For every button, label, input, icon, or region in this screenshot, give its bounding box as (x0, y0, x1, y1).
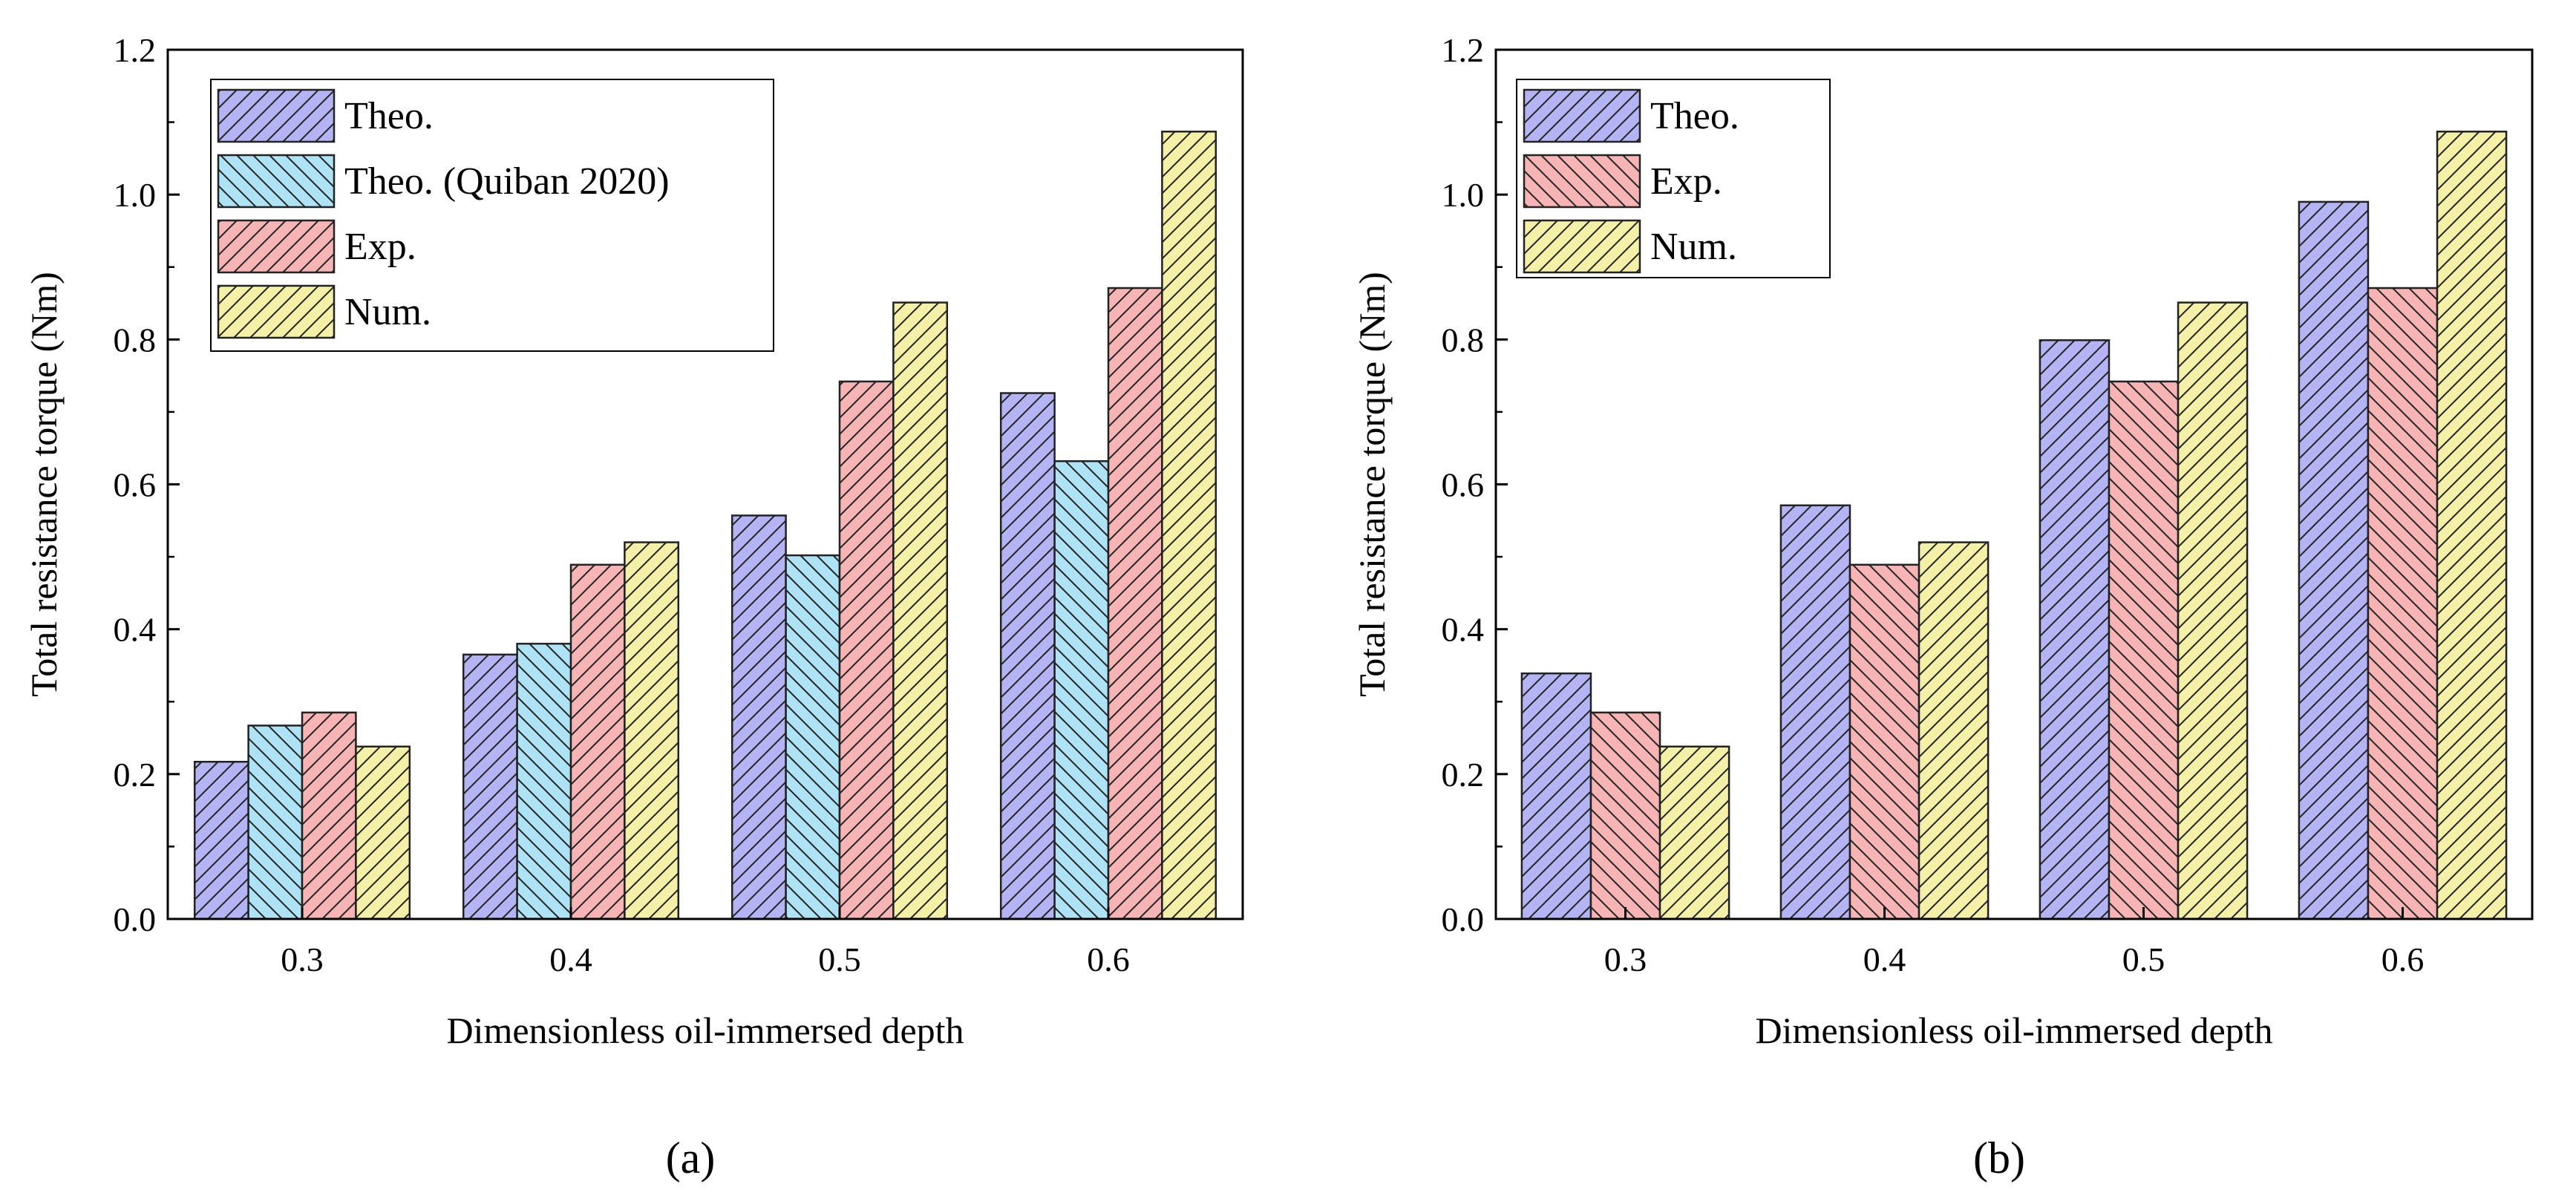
bar-exp-0.3 (1589, 711, 1661, 920)
bar-theo-0.6 (999, 392, 1056, 920)
legend-label: Theo. (344, 95, 434, 137)
legend-swatch (217, 219, 336, 274)
bar-theo-quiban-2020-0.3 (247, 724, 304, 920)
bar-num-0.6 (2436, 131, 2508, 920)
y-tick-label: 1.0 (114, 176, 157, 214)
y-tick-label: 0.8 (1442, 321, 1485, 359)
bar-exp-0.3 (301, 711, 357, 920)
legend-label: Theo. (Quiban 2020) (344, 160, 670, 203)
x-axis-title: Dimensionless oil-immersed depth (446, 1010, 964, 1051)
y-tick-label: 0.6 (1442, 466, 1485, 504)
x-tick-label: 0.5 (2122, 940, 2165, 978)
bar-num-0.5 (2177, 301, 2249, 920)
bar-exp-0.5 (2108, 380, 2180, 920)
y-tick-label: 0.6 (114, 466, 157, 504)
x-tick-label: 0.4 (549, 940, 592, 978)
x-tick-label: 0.6 (1087, 940, 1130, 978)
legend-label: Exp. (1650, 160, 1722, 203)
chart-panel-a: 0.0 0.2 0.4 0.6 0.8 1.0 1.2 0.3 0.4 0.5 0.6 Dimensi… (23, 31, 1244, 1182)
y-tick-label: 0.2 (114, 756, 157, 794)
bar-num-0.4 (1918, 541, 1990, 920)
bar-theo-0.5 (730, 514, 787, 920)
y-tick-label: 0.0 (1442, 900, 1485, 938)
bar-theo-quiban-2020-0.6 (1053, 460, 1110, 920)
bar-exp-0.5 (838, 380, 895, 920)
legend-label: Theo. (1650, 95, 1739, 137)
bar-theo-0.6 (2298, 200, 2370, 920)
legend-label: Num. (344, 291, 431, 333)
y-tick-label: 1.0 (1442, 176, 1485, 214)
bar-num-0.4 (624, 541, 680, 920)
y-axis-title: Total resistance torque (Nm) (23, 272, 65, 697)
bar-theo-0.4 (462, 653, 518, 920)
panel-label: (b) (1973, 1133, 2025, 1182)
y-tick-label: 0.4 (1442, 611, 1485, 649)
y-tick-label: 0.0 (114, 900, 157, 938)
bar-num-0.3 (1658, 745, 1730, 920)
bar-exp-0.4 (1848, 563, 1920, 920)
bar-chart-a: 0.0 0.2 0.4 0.6 0.8 1.0 1.2 0.3 0.4 0.5 0.6 Dimensi… (23, 31, 1244, 1182)
legend-label: Num. (1650, 226, 1737, 268)
bar-num-0.6 (1161, 131, 1217, 920)
bar-theo-quiban-2020-0.5 (785, 554, 841, 920)
bar-chart-b: 0.0 0.2 0.4 0.6 0.8 1.0 1.2 0.3 0.4 0.5 0.6 Dimensi… (1351, 31, 2534, 1182)
x-tick-label: 0.3 (281, 940, 324, 978)
x-tick-label: 0.4 (1863, 940, 1906, 978)
y-tick-label: 0.2 (1442, 756, 1485, 794)
y-tick-label: 1.2 (1442, 31, 1485, 69)
legend-swatch (217, 88, 336, 143)
bar-exp-0.4 (569, 563, 626, 920)
bar-theo-0.4 (1779, 504, 1851, 920)
legend-swatch (1523, 219, 1641, 274)
bar-exp-0.6 (2367, 287, 2439, 920)
bar-theo-0.3 (193, 760, 249, 920)
x-tick-label: 0.3 (1604, 940, 1647, 978)
bar-num-0.3 (355, 745, 411, 920)
x-tick-label: 0.5 (818, 940, 861, 978)
panel-label: (a) (666, 1133, 716, 1182)
legend-swatch (1523, 154, 1641, 209)
legend-swatch (217, 154, 336, 209)
bar-num-0.5 (892, 301, 949, 920)
bar-exp-0.6 (1107, 287, 1163, 920)
y-tick-label: 0.4 (114, 611, 157, 649)
x-tick-label: 0.6 (2382, 940, 2425, 978)
x-axis-title: Dimensionless oil-immersed depth (1755, 1010, 2272, 1051)
legend-swatch (1523, 88, 1641, 143)
y-tick-label: 1.2 (114, 31, 157, 69)
legend-label: Exp. (344, 226, 416, 268)
y-axis-title: Total resistance torque (Nm) (1351, 272, 1393, 697)
bar-theo-quiban-2020-0.4 (516, 642, 572, 920)
y-tick-label: 0.8 (114, 321, 157, 359)
bar-theo-0.3 (1520, 672, 1592, 920)
legend-swatch (217, 284, 336, 339)
bar-theo-0.5 (2039, 339, 2111, 920)
chart-panel-b: 0.0 0.2 0.4 0.6 0.8 1.0 1.2 0.3 0.4 0.5 0.6 Dimensi… (1288, 0, 2576, 1204)
